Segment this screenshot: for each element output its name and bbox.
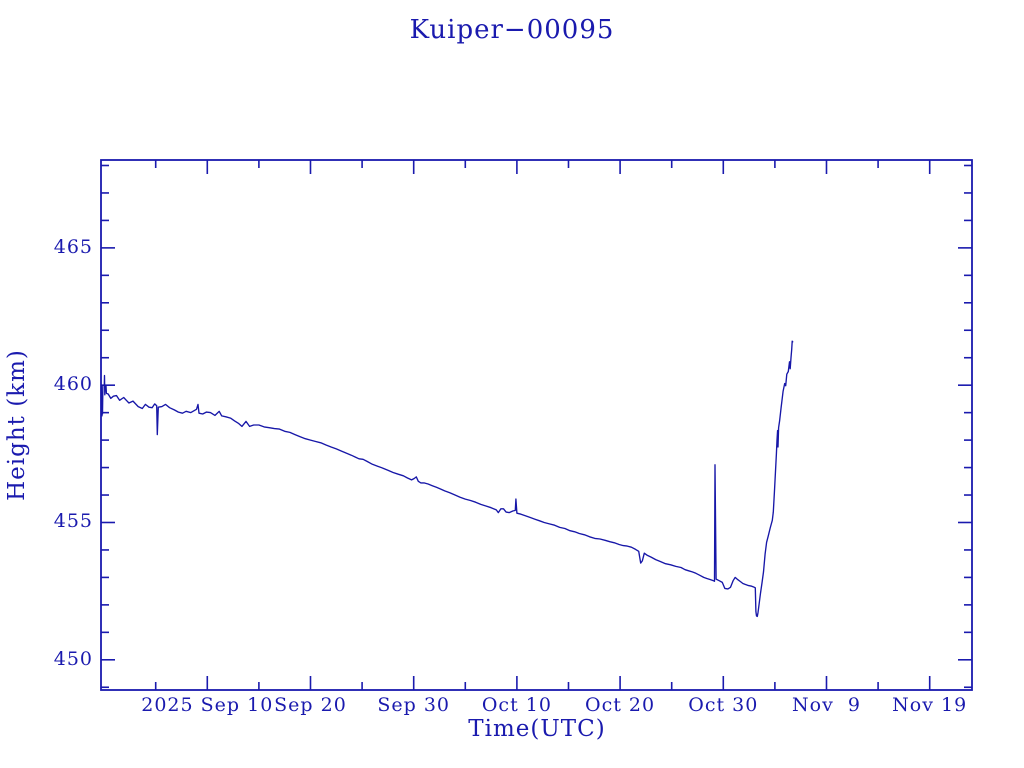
y-tick-label: 460 bbox=[53, 373, 93, 396]
x-tick-label: Sep 30 bbox=[377, 694, 451, 716]
x-tick-label: Oct 20 bbox=[585, 694, 656, 716]
x-axis-ticks bbox=[154, 160, 931, 690]
x-tick-label: Oct 10 bbox=[481, 694, 552, 716]
y-axis-title: Height (km) bbox=[4, 349, 30, 501]
x-tick-label: 2025 Sep 10 bbox=[141, 694, 274, 716]
y-axis-ticks bbox=[101, 164, 972, 689]
height-series-line bbox=[100, 340, 794, 618]
height-series-polyline bbox=[100, 340, 794, 618]
x-tick-label: Nov 19 bbox=[892, 694, 968, 716]
y-tick-label: 465 bbox=[53, 235, 93, 258]
y-tick-label: 450 bbox=[53, 647, 93, 670]
x-tick-label: Sep 20 bbox=[274, 694, 347, 716]
x-tick-label: Oct 30 bbox=[688, 694, 759, 716]
x-tick-label: Nov 9 bbox=[792, 694, 861, 716]
plot-frame bbox=[100, 159, 973, 691]
x-axis-title: Time(UTC) bbox=[468, 716, 606, 742]
y-tick-label: 455 bbox=[53, 510, 93, 533]
chart-title: Kuiper−00095 bbox=[409, 15, 615, 45]
plot-border bbox=[100, 159, 973, 691]
